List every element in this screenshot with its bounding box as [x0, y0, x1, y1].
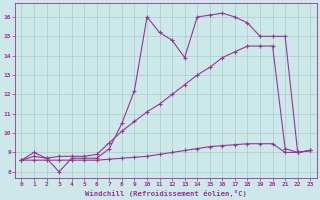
- X-axis label: Windchill (Refroidissement éolien,°C): Windchill (Refroidissement éolien,°C): [85, 190, 247, 197]
